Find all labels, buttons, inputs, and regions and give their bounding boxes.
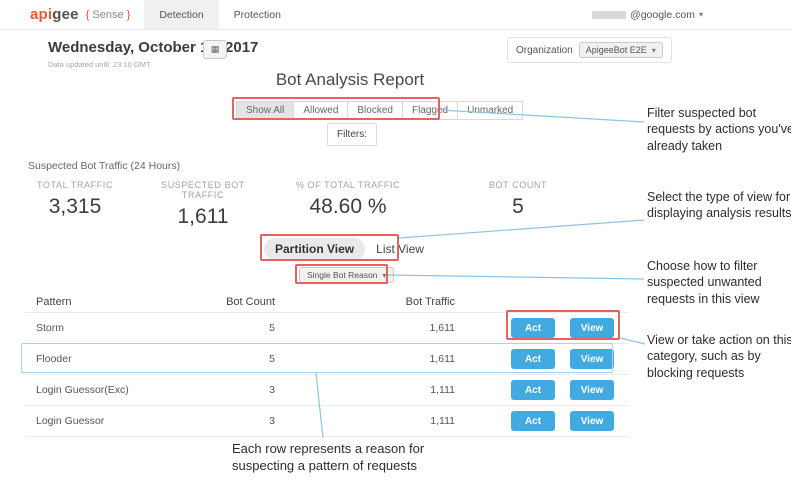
view-button[interactable]: View bbox=[570, 380, 614, 400]
bot-count-cell: 5 bbox=[269, 322, 275, 334]
bot-count-cell: 5 bbox=[269, 353, 275, 365]
stat-suspected-bot-traffic: SUSPECTED BOT TRAFFIC 1,611 bbox=[143, 180, 263, 229]
filters-box[interactable]: Filters: bbox=[327, 123, 377, 146]
pattern-cell: Storm bbox=[36, 322, 65, 334]
view-button[interactable]: View bbox=[570, 349, 614, 369]
bot-traffic-cell: 1,611 bbox=[429, 322, 456, 334]
sense-open-brace: { bbox=[85, 8, 90, 21]
col-header-bot-traffic: Bot Traffic bbox=[405, 296, 455, 308]
table-row-storm: Storm 5 1,611 Act View bbox=[25, 313, 628, 344]
annotation-row-meaning: Each row represents a reason for suspect… bbox=[232, 441, 425, 473]
stat-label: BOT COUNT bbox=[488, 180, 548, 190]
stats-section-label: Suspected Bot Traffic (24 Hours) bbox=[28, 160, 181, 172]
bot-traffic-cell: 1,611 bbox=[429, 353, 456, 365]
annotation-reason-filter: Choose how to filter suspected unwanted … bbox=[647, 259, 762, 306]
stat-percent-total-traffic: % OF TOTAL TRAFFIC 48.60 % bbox=[288, 180, 408, 219]
act-button[interactable]: Act bbox=[511, 411, 555, 431]
view-button[interactable]: View bbox=[570, 318, 614, 338]
bot-count-cell: 3 bbox=[269, 384, 275, 396]
page-title: Bot Analysis Report bbox=[275, 70, 425, 89]
table-header-row: Pattern Bot Count Bot Traffic bbox=[25, 292, 628, 313]
table-row-flooder: Flooder 5 1,611 Act View bbox=[25, 344, 628, 375]
redacted-username bbox=[592, 10, 627, 19]
apigee-logo: api gee bbox=[30, 0, 79, 29]
stat-label: % OF TOTAL TRAFFIC bbox=[295, 180, 401, 190]
pattern-cell: Login Guessor bbox=[36, 415, 105, 427]
account-email-domain: @google.com bbox=[630, 8, 695, 21]
filter-tab-group: Show All Allowed Blocked Flagged Unmarke… bbox=[236, 101, 524, 120]
tab-partition-view[interactable]: Partition View bbox=[264, 238, 366, 260]
bot-traffic-cell: 1,111 bbox=[430, 384, 455, 396]
filter-tab-blocked[interactable]: Blocked bbox=[347, 101, 403, 120]
logo-text-api: api bbox=[30, 6, 53, 23]
pattern-table: Pattern Bot Count Bot Traffic Storm 5 1,… bbox=[25, 292, 628, 437]
chevron-down-icon: ▾ bbox=[382, 270, 387, 280]
data-updated-note: Data updated until: 23:10 GMT bbox=[48, 60, 151, 69]
sense-close-brace: } bbox=[126, 8, 131, 21]
stat-value: 5 bbox=[512, 195, 524, 218]
act-button[interactable]: Act bbox=[511, 318, 555, 338]
view-tab-group: Partition View List View bbox=[264, 238, 435, 260]
calendar-icon: ▦ bbox=[210, 44, 220, 54]
table-row-login-guessor-exc: Login Guessor(Exc) 3 1,111 Act View bbox=[25, 375, 628, 406]
stat-label: TOTAL TRAFFIC bbox=[37, 180, 113, 190]
stat-value: 48.60 % bbox=[309, 195, 387, 218]
logo-text-gee: gee bbox=[52, 6, 79, 23]
chevron-down-icon: ▾ bbox=[651, 45, 656, 55]
annotation-act-view: View or take action on this category, su… bbox=[647, 333, 791, 380]
act-button[interactable]: Act bbox=[511, 380, 555, 400]
annotation-view-select: Select the type of view for displaying a… bbox=[647, 190, 791, 221]
stat-label: SUSPECTED BOT TRAFFIC bbox=[161, 180, 245, 200]
sense-product-label: { Sense } bbox=[86, 0, 131, 29]
bot-traffic-cell: 1,111 bbox=[430, 415, 455, 427]
organization-box: Organization ApigeeBot E2E ▾ bbox=[507, 37, 672, 63]
col-header-pattern: Pattern bbox=[36, 296, 72, 308]
tab-protection[interactable]: Protection bbox=[233, 8, 281, 21]
organization-value: ApigeeBot E2E bbox=[585, 45, 647, 55]
view-button[interactable]: View bbox=[570, 411, 614, 431]
account-menu[interactable]: @google.com ▾ bbox=[592, 0, 703, 29]
filter-tab-unmarked[interactable]: Unmarked bbox=[457, 101, 524, 120]
organization-label: Organization bbox=[516, 44, 573, 56]
tab-detection[interactable]: Detection bbox=[144, 0, 219, 29]
organization-select[interactable]: ApigeeBot E2E ▾ bbox=[578, 42, 663, 58]
col-header-bot-count: Bot Count bbox=[226, 296, 275, 308]
stat-value: 1,611 bbox=[177, 205, 229, 228]
top-bar: api gee { Sense } Detection Protection @g… bbox=[0, 0, 791, 30]
tab-list-view[interactable]: List View bbox=[376, 242, 424, 256]
filter-tab-show-all[interactable]: Show All bbox=[236, 101, 295, 120]
filter-tab-flagged[interactable]: Flagged bbox=[401, 101, 459, 120]
pattern-cell: Login Guessor(Exc) bbox=[36, 384, 129, 396]
pattern-cell: Flooder bbox=[36, 353, 72, 365]
stat-value: 3,315 bbox=[48, 195, 102, 218]
bot-reason-dropdown[interactable]: Single Bot Reason ▾ bbox=[299, 267, 395, 283]
chevron-down-icon: ▾ bbox=[698, 10, 703, 19]
stat-total-traffic: TOTAL TRAFFIC 3,315 bbox=[25, 180, 125, 219]
stat-bot-count: BOT COUNT 5 bbox=[468, 180, 568, 219]
table-row-login-guessor: Login Guessor 3 1,111 Act View bbox=[25, 406, 628, 437]
bot-reason-dropdown-label: Single Bot Reason bbox=[307, 270, 378, 280]
sense-word: Sense bbox=[92, 8, 124, 21]
annotation-filter-tabs: Filter suspected bot requests by actions… bbox=[647, 106, 791, 153]
calendar-picker-button[interactable]: ▦ bbox=[203, 40, 227, 59]
bot-count-cell: 3 bbox=[269, 415, 275, 427]
act-button[interactable]: Act bbox=[511, 349, 555, 369]
filter-tab-allowed[interactable]: Allowed bbox=[293, 101, 349, 120]
